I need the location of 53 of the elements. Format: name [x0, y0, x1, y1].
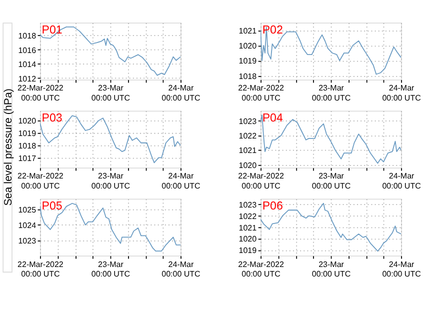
y-tick-label: 1023 — [238, 200, 258, 210]
y-tick-label: 1017 — [18, 154, 37, 163]
y-tick-label: 1020 — [18, 116, 37, 126]
y-tick-label: 1021 — [238, 223, 258, 232]
chart-title: P06 — [262, 200, 283, 212]
x-tick-label: 23-Mar 00:00 UTC — [312, 84, 351, 102]
y-tick-label: 1020 — [238, 160, 258, 170]
y-tick-label: 1022 — [238, 132, 258, 141]
x-tick-label: 24-Mar 00:00 UTC — [162, 260, 201, 279]
line-series — [260, 202, 402, 252]
y-tick-label: 1019 — [18, 129, 37, 138]
line-series — [40, 115, 181, 164]
y-tick-label: 1019 — [238, 56, 258, 66]
x-tick-label: 23-Mar 00:00 UTC — [312, 172, 351, 191]
y-axis-title: Sea level pressure (hPa) — [2, 88, 15, 206]
x-tick-label: 22-Mar-2022 00:00 UTC — [238, 84, 284, 102]
y-tick-label: 1019 — [238, 246, 258, 256]
chart-title: P05 — [42, 200, 62, 212]
chart-title: P03 — [42, 112, 62, 124]
x-tick-label: 22-Mar-2022 00:00 UTC — [18, 260, 64, 279]
x-tick-label: 22-Mar-2022 00:00 UTC — [238, 260, 284, 279]
x-tick-label: 23-Mar 00:00 UTC — [91, 260, 130, 279]
line-series — [260, 26, 402, 75]
y-tick-label: 1021 — [238, 26, 258, 36]
x-tick-label: 24-Mar 00:00 UTC — [382, 172, 422, 191]
y-tick-label: 1016 — [18, 46, 37, 55]
line-series — [40, 202, 181, 252]
x-tick-label: 24-Mar 00:00 UTC — [382, 84, 422, 102]
y-tick-label: 1024 — [18, 221, 37, 230]
x-tick-label: 24-Mar 00:00 UTC — [162, 172, 201, 191]
x-tick-label: 23-Mar 00:00 UTC — [91, 84, 130, 102]
chart-title: P04 — [262, 112, 284, 124]
y-tick-label: 1012 — [18, 74, 37, 84]
y-tick-label: 1022 — [238, 212, 258, 221]
chart-title: P01 — [42, 24, 62, 36]
y-tick-label: 1020 — [238, 42, 258, 51]
y-tick-label: 1023 — [238, 117, 258, 126]
y-tick-label: 1018 — [18, 141, 37, 150]
x-tick-label: 24-Mar 00:00 UTC — [162, 84, 201, 102]
y-tick-label: 1018 — [18, 32, 37, 41]
x-tick-label: 24-Mar 00:00 UTC — [382, 260, 422, 279]
x-tick-label: 23-Mar 00:00 UTC — [312, 260, 351, 279]
y-tick-label: 1018 — [238, 72, 258, 81]
x-tick-label: 23-Mar 00:00 UTC — [91, 172, 130, 191]
x-tick-label: 22-Mar-2022 00:00 UTC — [18, 172, 64, 191]
x-tick-label: 22-Mar-2022 00:00 UTC — [18, 84, 64, 102]
y-tick-label: 1023 — [18, 236, 37, 246]
y-tick-label: 1020 — [238, 234, 258, 244]
x-tick-label: 22-Mar-2022 00:00 UTC — [238, 172, 284, 191]
line-series — [40, 26, 181, 76]
y-tick-label: 1021 — [238, 146, 258, 156]
y-tick-label: 1014 — [18, 60, 37, 70]
y-tick-label: 1025 — [18, 206, 37, 215]
